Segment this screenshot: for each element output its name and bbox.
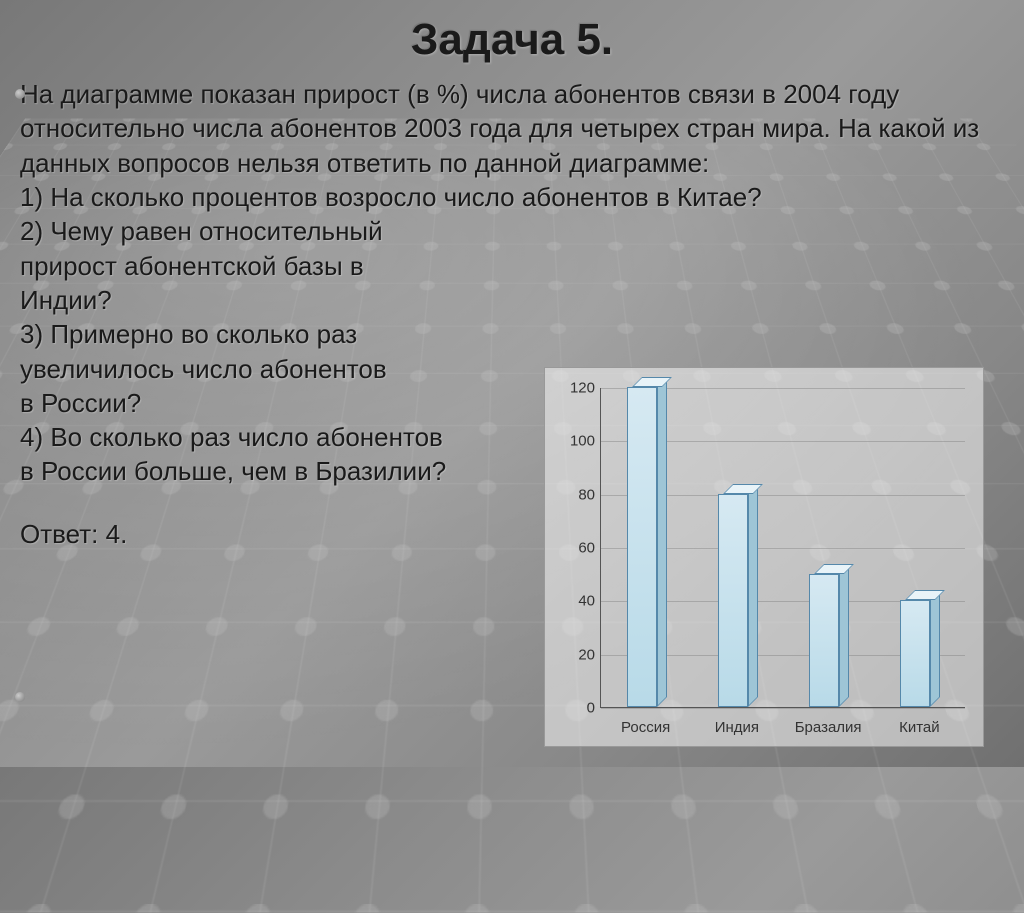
- question-3-line-a: 3) Примерно во сколько раз: [20, 317, 540, 351]
- intro-paragraph: На диаграмме показан прирост (в %) числа…: [20, 77, 1004, 180]
- question-3-line-c: в России?: [20, 386, 540, 420]
- chart-bar: [627, 387, 667, 707]
- chart-bar: [718, 494, 758, 707]
- chart-ytick: 0: [563, 700, 595, 717]
- chart-xtick: Россия: [621, 719, 670, 736]
- question-2-line-a: 2) Чему равен относительный: [20, 214, 540, 248]
- chart-xtick: Бразалия: [795, 719, 862, 736]
- chart-ytick: 60: [563, 540, 595, 557]
- chart-plot-area: [600, 388, 965, 708]
- question-4-line-b: в России больше, чем в Бразилии?: [20, 454, 540, 488]
- chart-xtick: Индия: [715, 719, 759, 736]
- chart-gridline: [601, 708, 965, 709]
- chart-ytick: 120: [563, 380, 595, 397]
- chart-ytick: 100: [563, 433, 595, 450]
- slide-title: Задача 5.: [20, 15, 1004, 65]
- bar-chart: 0 20 40 60 80 100 120 Россия Индия Бразалия Китай: [544, 367, 984, 747]
- bullet-icon: [15, 89, 25, 99]
- question-4-line-a: 4) Во сколько раз число абонентов: [20, 420, 540, 454]
- chart-ytick: 80: [563, 486, 595, 503]
- bullet-icon: [15, 692, 25, 702]
- chart-xtick: Китай: [899, 719, 940, 736]
- chart-ytick: 40: [563, 593, 595, 610]
- question-3-line-b: увеличилось число абонентов: [20, 352, 540, 386]
- chart-bar: [900, 600, 940, 707]
- question-2-line-b: прирост абонентской базы в: [20, 249, 540, 283]
- question-2-line-c: Индии?: [20, 283, 540, 317]
- chart-bar: [809, 574, 849, 707]
- question-1: 1) На сколько процентов возросло число а…: [20, 180, 1004, 214]
- chart-ytick: 20: [563, 646, 595, 663]
